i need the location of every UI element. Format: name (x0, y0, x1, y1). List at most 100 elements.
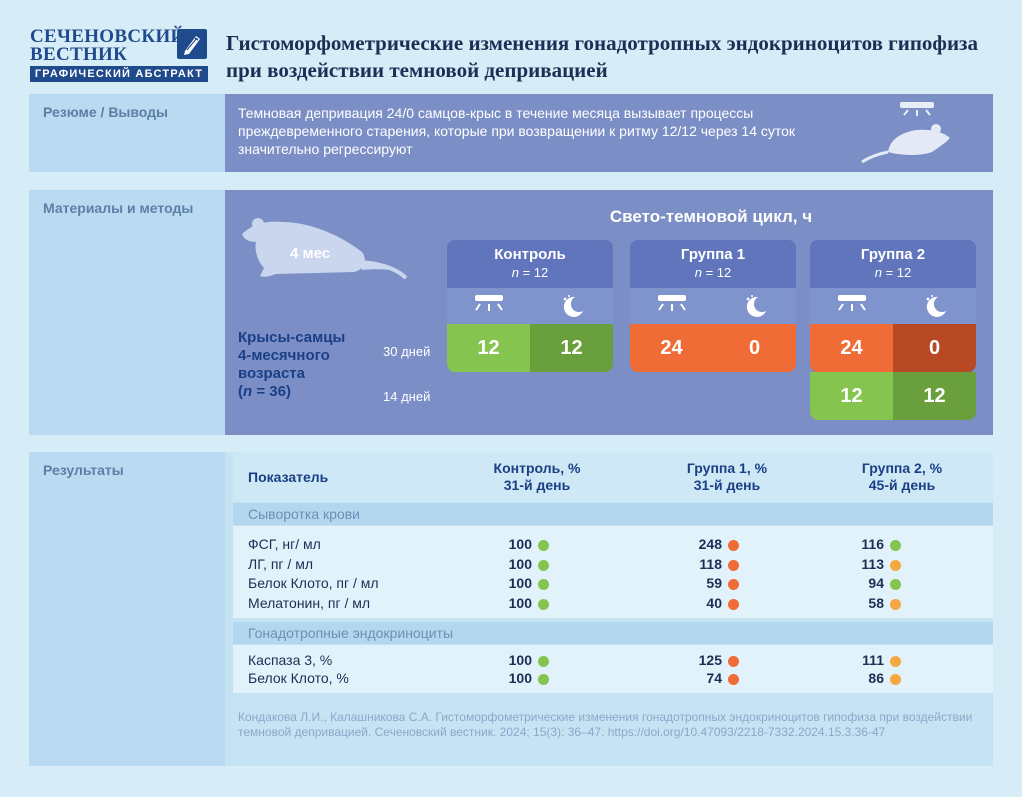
logo-line-1: СЕЧЕНОВСКИЙ (30, 26, 186, 47)
cycle-14-days: 12 12 (810, 372, 976, 420)
cycle-title: Свето-темновой цикл, ч (609, 207, 813, 226)
header-control: Контроль, % 31-й день (493, 460, 581, 493)
status-dot (538, 579, 549, 590)
value-col-2: 40 (706, 594, 722, 611)
results-label: Результаты (29, 452, 225, 766)
value-col-2: 59 (706, 575, 722, 591)
status-dot (728, 559, 739, 571)
value-col-2: 248 (698, 536, 722, 552)
value-col-1: 100 (508, 536, 532, 552)
status-dot (538, 656, 549, 667)
rats-count: (n = 36) (238, 383, 291, 400)
page-title: Гистоморфометрические изменения гонадотр… (226, 31, 978, 82)
rat-under-lamp-icon (858, 98, 958, 168)
cycle-30-days: 12 12 (447, 324, 613, 372)
value-col-1: 100 (508, 594, 532, 611)
light-hours-recovery: 12 (810, 372, 893, 420)
status-dot (538, 674, 549, 685)
status-dot (728, 674, 739, 685)
status-dot (538, 540, 549, 551)
status-dot (728, 656, 739, 667)
value-col-1: 100 (508, 670, 532, 686)
journal-logo: СЕЧЕНОВСКИЙ ВЕСТНИК ГРАФИЧЕСКИЙ АБСТРАКТ (30, 26, 210, 84)
value-col-1: 100 (508, 575, 532, 591)
serum-subheader: Сыворотка крови (233, 503, 993, 525)
dark-hours-recovery: 12 (893, 372, 976, 420)
status-dot (890, 656, 901, 667)
group-card-3: Группа 2 n = 12 24 0 (810, 240, 976, 372)
group-n: n = 12 (694, 265, 732, 280)
rats-description: Крысы-самцы 4-месячного возраста (n = 36… (238, 329, 378, 401)
status-dot (728, 579, 739, 590)
status-dot (890, 598, 901, 610)
group-icons (447, 288, 613, 324)
cells-rows-box (233, 645, 993, 693)
moon-icon (713, 288, 796, 324)
header-indicator: Показатель (248, 469, 329, 485)
results-table-header (233, 452, 993, 502)
moon-icon (530, 288, 613, 324)
age-label: 4 мес (290, 245, 331, 262)
value-col-2: 118 (699, 555, 722, 572)
indicator-name: Белок Клото, пг / мл (248, 575, 379, 591)
group-name: Контроль (494, 246, 566, 263)
status-dot (728, 598, 739, 610)
indicator-name: ФСГ, нг/ мл (248, 536, 321, 552)
status-dot (890, 579, 901, 590)
status-dot (728, 540, 739, 551)
group-n: n = 12 (874, 265, 912, 280)
days-14-label: 14 дней (383, 389, 431, 404)
serum-rows-box (233, 526, 993, 618)
lamp-icon (630, 288, 713, 324)
dark-hours: 0 (713, 324, 796, 372)
group-name: Группа 2 (860, 246, 926, 263)
indicator-name: Каспаза 3, % (248, 652, 333, 668)
group-icons (630, 288, 796, 324)
value-col-3: 94 (868, 575, 884, 591)
status-dot (538, 559, 549, 571)
light-hours: 24 (630, 324, 713, 372)
summary-label: Резюме / Выводы (29, 94, 225, 172)
rat-icon (236, 212, 411, 292)
value-col-2: 125 (698, 652, 722, 668)
logo-line-2: ВЕСТНИК (30, 44, 128, 65)
summary-text: Темновая депривация 24/0 самцов-крыс в т… (238, 105, 796, 157)
value-col-3: 111 (862, 652, 884, 668)
value-col-3: 86 (868, 670, 884, 686)
header-group1: Группа 1, % 31-й день (686, 460, 768, 493)
header-group2: Группа 2, % 45-й день (861, 460, 943, 493)
dark-hours: 12 (530, 324, 613, 372)
status-dot (538, 598, 549, 610)
group-icons (810, 288, 976, 324)
rats-line-1: Крысы-самцы (238, 329, 346, 346)
logo-subtitle: ГРАФИЧЕСКИЙ АБСТРАКТ (30, 66, 208, 82)
moon-icon (893, 288, 976, 324)
group-card-2: Группа 1 n = 12 24 0 (630, 240, 796, 372)
pen-icon (177, 29, 207, 59)
value-col-1: 100 (508, 555, 532, 572)
value-col-3: 113 (861, 555, 884, 572)
group-header: Группа 2 n = 12 (810, 240, 976, 288)
value-col-3: 116 (861, 536, 884, 552)
rats-line-2: 4-месячного (238, 347, 330, 364)
group-header: Группа 1 n = 12 (630, 240, 796, 288)
cycle-30-days: 24 0 (810, 324, 976, 372)
days-30-label: 30 дней (383, 344, 431, 359)
lamp-icon (447, 288, 530, 324)
citation: Кондакова Л.И., Калашникова С.А. Гистомо… (238, 710, 973, 739)
group-card-1: Контроль n = 12 12 12 (447, 240, 613, 372)
group-n: n = 12 (511, 265, 549, 280)
value-col-1: 100 (508, 652, 532, 668)
group-name: Группа 1 (680, 246, 746, 263)
cycle-30-days: 24 0 (630, 324, 796, 372)
indicator-name: Мелатонин, пг / мл (248, 594, 371, 611)
lamp-icon (810, 288, 893, 324)
group-header: Контроль n = 12 (447, 240, 613, 288)
value-col-2: 74 (706, 670, 722, 686)
cells-subheader: Гонадотропные эндокриноциты (233, 622, 993, 644)
status-dot (890, 674, 901, 685)
indicator-name: ЛГ, пг / мл (248, 555, 313, 572)
status-dot (890, 559, 901, 571)
status-dot (890, 540, 901, 551)
indicator-name: Белок Клото, % (248, 670, 349, 686)
